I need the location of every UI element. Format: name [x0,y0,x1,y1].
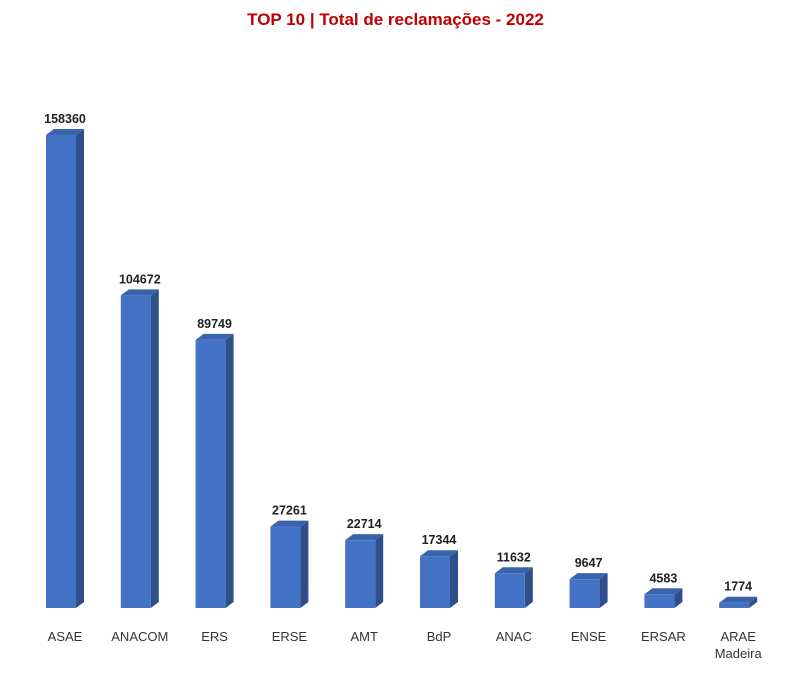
bar-top-8 [644,588,683,595]
value-label-0: 158360 [44,112,86,126]
bar-side-2 [225,333,234,608]
bar-top-1 [120,289,159,296]
bar-2 [195,333,234,608]
bar-1 [120,289,159,608]
bar-5 [420,550,458,608]
bar-side-1 [150,289,159,608]
bar-side-6 [524,567,533,608]
bar-top-9 [719,596,758,603]
bar-top-4 [345,534,384,541]
bar-front-7 [569,579,600,608]
bar-top-6 [494,567,533,574]
category-label-9: ARAE Madeira [715,629,763,661]
category-label-7: ENSE [571,629,607,644]
value-label-6: 11632 [497,550,531,564]
bar-front-9 [719,602,750,608]
bar-6 [494,567,533,608]
category-label-0: ASAE [48,629,83,644]
bar-side-0 [76,129,84,608]
category-label-1: ANACOM [111,629,168,644]
bar-side-7 [599,573,608,608]
bar-top-5 [420,550,458,557]
bar-top-2 [195,333,234,340]
bar-front-8 [644,594,675,608]
bar-front-4 [345,540,376,608]
value-label-8: 4583 [649,571,677,585]
bar-front-0 [46,135,76,608]
bar-front-3 [270,526,301,608]
category-label-2: ERS [201,629,228,644]
category-label-4: AMT [350,629,378,644]
bar-side-8 [674,588,683,608]
value-label-5: 17344 [422,533,457,547]
labels-group: 158360 ASAE 104672 ANACOM 89749 ERS 27261 ERSE 2… [44,112,762,661]
category-label-5: BdP [427,629,452,644]
bar-7 [569,573,608,608]
value-label-2: 89749 [197,317,232,331]
bar-3 [270,520,309,608]
bar-front-1 [120,295,151,608]
value-label-7: 9647 [575,556,603,570]
bar-side-3 [300,520,309,608]
chart-title: TOP 10 | Total de reclamações - 2022 [247,10,544,29]
bar-front-6 [494,573,525,608]
value-label-9: 1774 [724,580,752,594]
bar-8 [644,588,683,608]
bar-front-5 [420,556,450,608]
bar-side-5 [450,550,458,608]
value-label-4: 22714 [347,517,382,531]
bar-top-3 [270,520,309,527]
bar-9 [719,596,758,608]
category-label-8: ERSAR [641,629,686,644]
value-label-3: 27261 [272,504,307,518]
value-label-1: 104672 [119,272,161,286]
bar-0 [46,129,84,608]
bars-group [46,129,758,608]
bar-side-9 [749,596,758,608]
bar-side-4 [375,534,384,608]
bar-top-0 [46,129,84,135]
bar-front-2 [195,339,226,608]
category-label-3: ERSE [272,629,308,644]
bar-4 [345,534,384,608]
bar-top-7 [569,573,608,580]
category-label-6: ANAC [496,629,532,644]
